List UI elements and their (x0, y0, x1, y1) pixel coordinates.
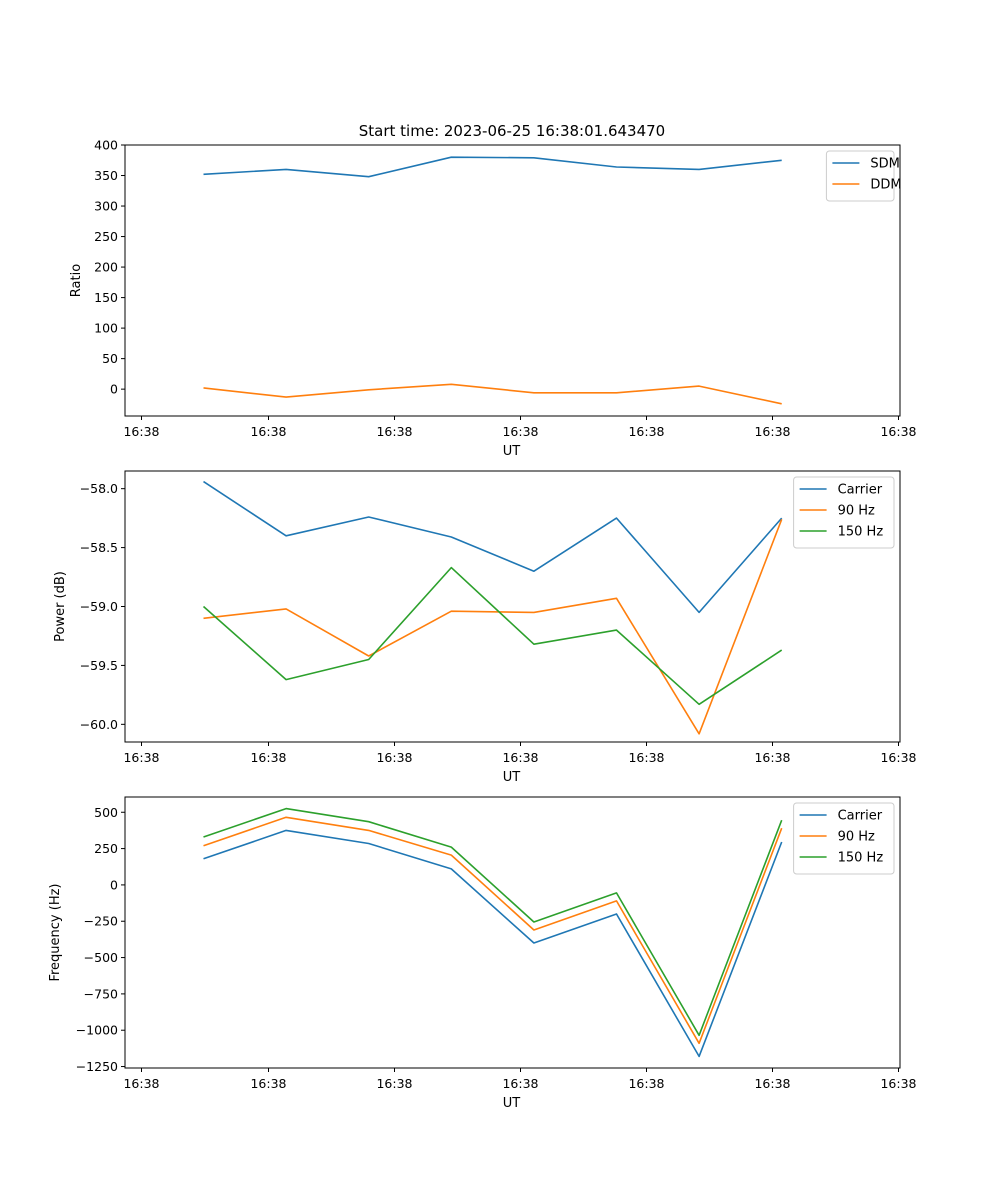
y-axis-label: Power (dB) (53, 571, 68, 642)
y-tick-label: −58.0 (80, 481, 118, 496)
axes-frame (124, 796, 901, 1069)
series-line-3 (202, 566, 783, 706)
series-line-2 (203, 816, 783, 1045)
x-tick-label: 16:38 (880, 750, 916, 765)
legend-label-1: Carrier (838, 809, 883, 824)
series-line-2 (203, 383, 782, 405)
legend-label-3: 150 Hz (838, 851, 884, 866)
y-tick-label: 0 (110, 877, 118, 892)
x-tick-label: 16:38 (123, 424, 159, 439)
legend-label-1: SDM (870, 157, 899, 172)
y-axis-label: Frequency (Hz) (48, 883, 63, 981)
x-tick-label: 16:38 (376, 1076, 412, 1091)
x-tick-label: 16:38 (123, 1076, 159, 1091)
y-tick-label: −500 (84, 950, 118, 965)
x-tick-label: 16:38 (502, 1076, 538, 1091)
y-tick-label: 250 (94, 229, 118, 244)
figure-title: Start time: 2023-06-25 16:38:01.643470 (359, 122, 665, 140)
series-line-3 (203, 807, 783, 1037)
y-tick-label: −750 (84, 986, 118, 1001)
y-tick-label: −59.0 (80, 599, 118, 614)
legend: Carrier 90 Hz 150 Hz (793, 802, 895, 875)
x-tick-label: 16:38 (754, 750, 790, 765)
y-tick-label: 400 (94, 138, 118, 153)
y-tick-label: 300 (94, 199, 118, 214)
x-tick-label: 16:38 (628, 1076, 664, 1091)
x-tick-label: 16:38 (376, 750, 412, 765)
x-tick-label: 16:38 (502, 424, 538, 439)
x-tick-label: 16:38 (628, 750, 664, 765)
x-tick-label: 16:38 (880, 424, 916, 439)
legend: Carrier 90 Hz 150 Hz (793, 476, 895, 549)
y-tick-label: −1250 (76, 1059, 118, 1074)
axes-frame (124, 144, 901, 417)
x-tick-label: 16:38 (376, 424, 412, 439)
series-line-1 (203, 480, 783, 614)
legend: SDM DDM (825, 150, 902, 202)
series-line-1 (203, 156, 782, 178)
legend-label-2: 90 Hz (838, 830, 875, 845)
x-tick-label: 16:38 (754, 1076, 790, 1091)
x-axis-label: UT (503, 770, 521, 785)
x-tick-label: 16:38 (250, 750, 286, 765)
subplots: 0 50 100 150 200 250 300 350 400 16:38 16:38 16:38 1… (48, 138, 917, 1112)
subplot-1: 0 50 100 150 200 250 300 350 400 16:38 16:38 16:38 1… (69, 138, 917, 460)
y-tick-label: −1000 (76, 1023, 118, 1038)
y-tick-label: 350 (94, 168, 118, 183)
legend-label-2: 90 Hz (838, 504, 875, 519)
y-tick-label: 0 (110, 382, 118, 397)
x-tick-label: 16:38 (754, 424, 790, 439)
series-line-2 (203, 519, 783, 735)
x-tick-label: 16:38 (250, 1076, 286, 1091)
legend-label-2: DDM (870, 178, 901, 193)
x-tick-label: 16:38 (502, 750, 538, 765)
subplot-3: −1250 −1000 −750 −500 −250 0 250 500 16:38 16:38 1… (48, 796, 917, 1111)
y-tick-label: −60.0 (80, 717, 118, 732)
y-tick-label: −58.5 (80, 540, 118, 555)
y-tick-label: 150 (94, 290, 118, 305)
x-axis-label: UT (503, 1096, 521, 1111)
y-tick-label: −59.5 (80, 658, 118, 673)
subplot-2: −60.0 −59.5 −59.0 −58.5 −58.0 16:38 16:38 16:38… (53, 470, 917, 785)
y-tick-label: 200 (94, 260, 118, 275)
x-tick-label: 16:38 (123, 750, 159, 765)
x-tick-label: 16:38 (628, 424, 664, 439)
x-axis-label: UT (503, 444, 521, 459)
y-tick-label: −250 (84, 914, 118, 929)
y-tick-label: 250 (94, 841, 118, 856)
y-tick-label: 500 (94, 805, 118, 820)
y-axis-label: Ratio (69, 264, 84, 297)
legend-label-3: 150 Hz (838, 525, 884, 540)
series-line-1 (203, 829, 783, 1058)
x-tick-label: 16:38 (880, 1076, 916, 1091)
y-tick-label: 100 (94, 321, 118, 336)
legend-label-1: Carrier (838, 483, 883, 498)
y-tick-label: 50 (102, 351, 118, 366)
x-tick-label: 16:38 (250, 424, 286, 439)
